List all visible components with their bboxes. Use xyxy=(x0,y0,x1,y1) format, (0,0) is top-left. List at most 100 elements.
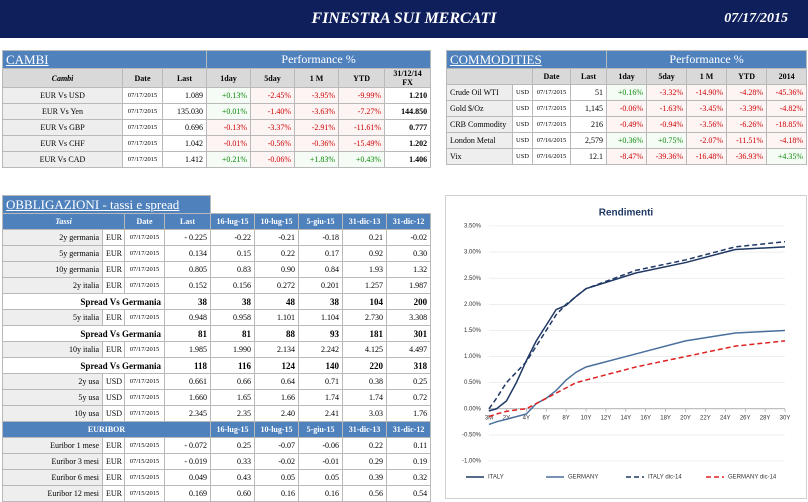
table-row: Vix USD 07/16/2015 12.1 -8.47% -39.36% -16.48%… xyxy=(446,148,808,165)
table-cell: 0.696 xyxy=(161,119,208,136)
table-cell: Euribor 6 mesi xyxy=(2,469,103,486)
table-cell: USD xyxy=(512,148,533,165)
table-cell: 0.16 xyxy=(254,485,300,502)
table-cell: 4.497 xyxy=(386,341,432,358)
column-header: Last xyxy=(163,213,212,230)
table-cell: -1.63% xyxy=(646,100,688,117)
table-cell: 1.990 xyxy=(210,341,256,358)
column-header: 31-dic-12 xyxy=(386,421,432,438)
table-cell: 2.41 xyxy=(298,405,344,422)
table-cell: 07/16/2015 xyxy=(532,132,571,149)
table-cell: -0.01% xyxy=(206,135,252,152)
table-cell: 07/17/2015 xyxy=(532,84,571,101)
table-cell: 2y germania xyxy=(2,229,103,246)
table-cell: EUR xyxy=(102,453,125,470)
table-cell: 0.92 xyxy=(342,245,388,262)
bonds-table: OBBLIGAZIONI - tassi e spread Tassi Date La… xyxy=(1,195,432,502)
table-cell: 301 xyxy=(386,325,432,342)
table-cell: 38 xyxy=(163,293,212,310)
table-cell: 3.308 xyxy=(386,309,432,326)
column-header: Cambi xyxy=(2,68,123,88)
table-cell: EUR Vs USD xyxy=(2,87,123,104)
table-cell: 07/17/2015 xyxy=(122,87,163,104)
table-cell: 07/17/2015 xyxy=(124,245,165,262)
table-cell: 0.29 xyxy=(342,453,388,470)
table-cell: +0.21% xyxy=(206,151,252,168)
table-row: EUR Vs CAD 07/17/2015 1.412 +0.21% -0.06% +1.… xyxy=(2,151,432,168)
table-cell: -1.40% xyxy=(250,103,296,120)
table-cell: 1.32 xyxy=(386,261,432,278)
column-header: 10-lug-15 xyxy=(254,213,300,230)
table-row: Cambi Date Last 1day 5day 1 M YTD 31/12/14 FX xyxy=(2,68,432,88)
y-tick-label: -1.00% xyxy=(462,459,482,465)
table-cell: -16.48% xyxy=(686,148,728,165)
column-header: Last xyxy=(569,68,608,85)
column-header: YTD xyxy=(338,68,386,88)
table-cell: 0.25 xyxy=(210,437,256,454)
table-cell: - 0.225 xyxy=(163,229,212,246)
table-cell: EUR Vs Yen xyxy=(2,103,123,120)
table-cell: 216 xyxy=(569,116,608,133)
table-cell: EUR xyxy=(102,261,125,278)
table-cell: 0.66 xyxy=(210,373,256,390)
table-cell: +0.43% xyxy=(338,151,386,168)
series-line xyxy=(488,329,786,426)
table-cell: 12.1 xyxy=(569,148,608,165)
table-cell: 0.152 xyxy=(163,277,212,294)
table-cell: -3.45% xyxy=(686,100,728,117)
table-cell: -15.49% xyxy=(338,135,386,152)
table-cell: 93 xyxy=(298,325,344,342)
table-cell: -3.32% xyxy=(646,84,688,101)
table-cell: +0.75% xyxy=(646,132,688,149)
column-header: 1 M xyxy=(686,68,728,85)
table-cell: 81 xyxy=(210,325,256,342)
table-row: Euribor 3 mesi EUR 07/15/2015- 0.019 0.33 -0… xyxy=(2,453,432,470)
table-row: EURIBOR 16-lug-15 10-lug-15 5-giu-15 31-dic-… xyxy=(1,421,432,438)
table-row: Gold $/Oz USD 07/17/2015 1,145 -0.06% -1.63% -… xyxy=(446,100,808,117)
table-cell: 07/17/2015 xyxy=(124,405,165,422)
table-cell: -18.85% xyxy=(766,116,808,133)
table-cell: 0.156 xyxy=(210,277,256,294)
commodities-table: COMMODITIES Performance % Date Last 1day 5day… xyxy=(445,50,808,165)
table-row: 2y usa USD 07/17/2015 0.661 0.66 0.64 0.71 0.38… xyxy=(2,373,432,390)
table-cell: -0.07 xyxy=(254,437,300,454)
table-row: Tassi Date Last 16-lug-15 10-lug-15 5-giu-15 3… xyxy=(2,213,432,230)
table-row: 2y italia EUR 07/17/2015 0.152 0.156 0.272 0.2… xyxy=(2,277,432,294)
table-cell: 0.134 xyxy=(163,245,212,262)
table-cell: -6.26% xyxy=(726,116,768,133)
table-cell: 1.089 xyxy=(161,87,208,104)
legend-label: GERMANY xyxy=(568,475,598,481)
table-cell: 07/17/2015 xyxy=(124,341,165,358)
section-title: CAMBI xyxy=(1,50,208,69)
table-cell: 0.60 xyxy=(210,485,256,502)
table-row: 10y italia EUR 07/17/2015 1.985 1.990 2.134 2.… xyxy=(2,341,432,358)
table-row: 5y italia EUR 07/17/2015 0.948 0.958 1.101 1.1… xyxy=(2,309,432,326)
table-cell: USD xyxy=(512,84,533,101)
y-tick-label: 1.00% xyxy=(464,354,482,360)
table-cell: 0.11 xyxy=(386,437,432,454)
table-cell: 1.406 xyxy=(384,151,432,168)
table-cell: 0.272 xyxy=(254,277,300,294)
table-cell: USD xyxy=(102,389,125,406)
y-tick-label: 0.50% xyxy=(464,380,482,386)
table-cell: -0.06 xyxy=(298,437,344,454)
table-cell: 0.33 xyxy=(210,453,256,470)
table-cell: 38 xyxy=(298,293,344,310)
x-tick-label: 10Y xyxy=(581,415,592,421)
table-cell: 0.83 xyxy=(210,261,256,278)
table-cell: 144.850 xyxy=(384,103,432,120)
y-tick-label: 2.50% xyxy=(464,276,482,282)
x-tick-label: 2Y xyxy=(503,415,510,421)
table-row: 10y germania EUR 07/17/2015 0.805 0.83 0.90 0.… xyxy=(2,261,432,278)
table-row: OBBLIGAZIONI - tassi e spread xyxy=(1,195,431,214)
table-cell: 1.74 xyxy=(342,389,388,406)
table-cell: USD xyxy=(512,132,533,149)
table-cell: - 0.072 xyxy=(163,437,212,454)
y-tick-label: -0.50% xyxy=(462,432,482,438)
table-cell: -3.95% xyxy=(294,87,340,104)
x-tick-label: 3M xyxy=(485,415,493,421)
table-cell: 2.730 xyxy=(342,309,388,326)
table-cell: -2.45% xyxy=(250,87,296,104)
table-cell: -0.22 xyxy=(210,229,256,246)
table-cell: EUR xyxy=(102,341,125,358)
